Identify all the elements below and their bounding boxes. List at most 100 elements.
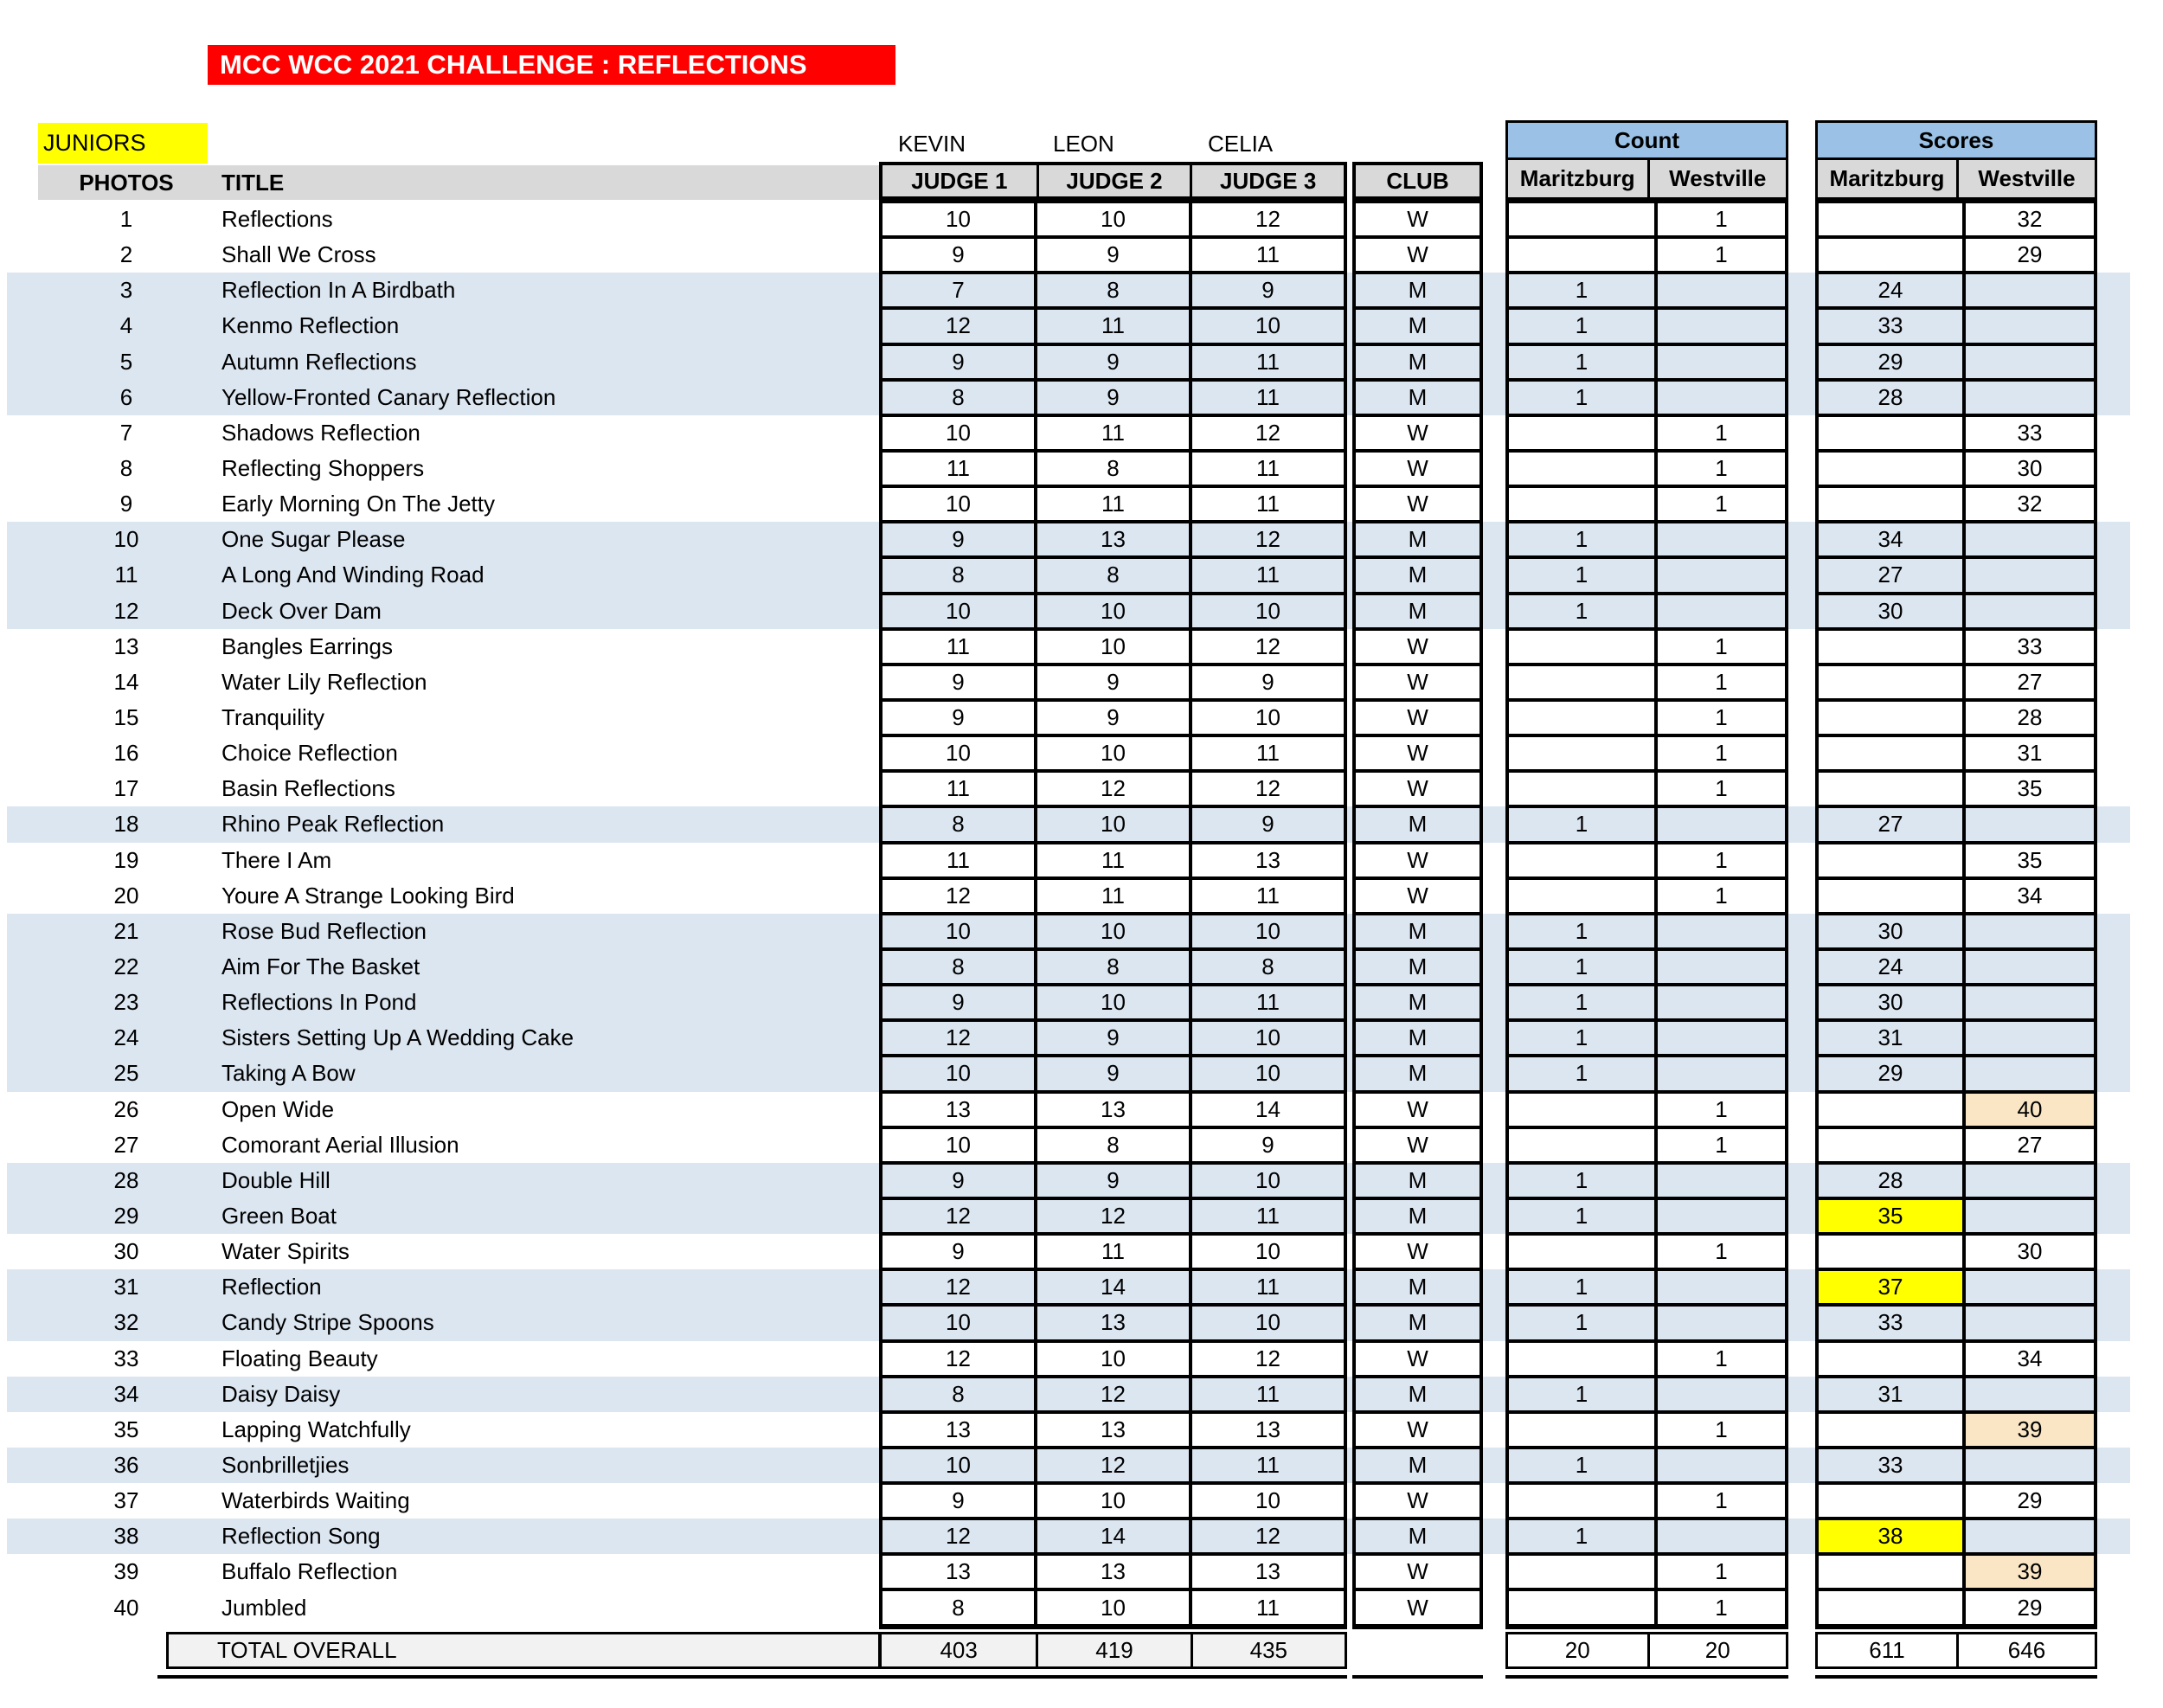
- judge2-score-cell[interactable]: 12: [1036, 1376, 1191, 1412]
- count-maritzburg-header[interactable]: Maritzburg: [1508, 160, 1647, 197]
- score-maritzburg-cell[interactable]: [1817, 877, 1964, 914]
- judge3-score-cell[interactable]: 11: [1191, 557, 1345, 594]
- photo-number-cell[interactable]: 14: [113, 668, 139, 695]
- score-maritzburg-cell[interactable]: [1817, 237, 1964, 273]
- photo-number-cell[interactable]: 3: [119, 277, 133, 304]
- club-column-header[interactable]: CLUB: [1352, 162, 1483, 200]
- judge2-score-cell[interactable]: 10: [1036, 202, 1191, 238]
- judge1-score-cell[interactable]: 12: [881, 1340, 1036, 1377]
- judge3-score-cell[interactable]: 13: [1191, 1411, 1345, 1448]
- club-cell[interactable]: M: [1354, 593, 1481, 629]
- photos-column-header[interactable]: PHOTOS: [79, 169, 174, 196]
- count-westville-cell[interactable]: 1: [1656, 414, 1787, 451]
- score-westville-cell[interactable]: 35: [1964, 771, 2096, 807]
- count-westville-cell[interactable]: 1: [1656, 1589, 1787, 1626]
- photo-title-cell[interactable]: Double Hill: [221, 1166, 331, 1193]
- judge2-score-cell[interactable]: 13: [1036, 1305, 1191, 1341]
- judge1-score-cell[interactable]: 9: [881, 522, 1036, 558]
- score-maritzburg-cell[interactable]: 28: [1817, 1162, 1964, 1198]
- count-maritzburg-cell[interactable]: [1507, 1234, 1656, 1270]
- club-cell[interactable]: W: [1354, 1554, 1481, 1590]
- photo-title-cell[interactable]: Deck Over Dam: [221, 597, 382, 624]
- count-westville-cell[interactable]: [1656, 1269, 1787, 1306]
- photo-title-cell[interactable]: Floating Beauty: [221, 1345, 378, 1371]
- count-westville-cell[interactable]: 1: [1656, 877, 1787, 914]
- count-westville-cell[interactable]: 1: [1656, 202, 1787, 238]
- count-westville-cell[interactable]: 1: [1656, 1554, 1787, 1590]
- count-westville-cell[interactable]: 1: [1656, 486, 1787, 523]
- score-westville-cell[interactable]: 33: [1964, 414, 2096, 451]
- score-westville-cell[interactable]: 35: [1964, 842, 2096, 878]
- judge1-score-cell[interactable]: 13: [881, 1411, 1036, 1448]
- judge2-score-cell[interactable]: 10: [1036, 628, 1191, 665]
- count-westville-cell[interactable]: 1: [1656, 699, 1787, 736]
- judge1-score-cell[interactable]: 10: [881, 593, 1036, 629]
- count-westville-cell[interactable]: 1: [1656, 1234, 1787, 1270]
- photo-number-cell[interactable]: 2: [119, 241, 133, 268]
- total-count-westville-cell[interactable]: 20: [1646, 1634, 1787, 1666]
- score-westville-cell[interactable]: 30: [1964, 450, 2096, 487]
- photo-number-cell[interactable]: 11: [114, 562, 138, 588]
- judge1-score-cell[interactable]: 9: [881, 1483, 1036, 1519]
- photo-number-cell[interactable]: 39: [113, 1558, 139, 1585]
- judge1-score-cell[interactable]: 7: [881, 273, 1036, 309]
- count-westville-cell[interactable]: [1656, 522, 1787, 558]
- judge1-score-cell[interactable]: 8: [881, 557, 1036, 594]
- photo-title-cell[interactable]: Reflection: [221, 1274, 322, 1300]
- photo-number-cell[interactable]: 6: [119, 383, 133, 410]
- total-score-maritzburg-cell[interactable]: 611: [1869, 1637, 1905, 1663]
- photo-title-cell[interactable]: Aim For The Basket: [221, 954, 420, 980]
- judge1-score-cell[interactable]: 10: [881, 414, 1036, 451]
- photo-title-cell[interactable]: Reflections: [221, 206, 333, 233]
- club-cell[interactable]: W: [1354, 699, 1481, 736]
- club-cell[interactable]: M: [1354, 522, 1481, 558]
- photo-number-cell[interactable]: 38: [113, 1523, 139, 1550]
- photo-title-cell[interactable]: Early Morning On The Jetty: [221, 491, 495, 517]
- score-westville-cell[interactable]: 28: [1964, 699, 2096, 736]
- judge3-score-cell[interactable]: 12: [1191, 522, 1345, 558]
- score-maritzburg-cell[interactable]: [1817, 1589, 1964, 1626]
- score-westville-cell[interactable]: [1964, 1162, 2096, 1198]
- photo-number-cell[interactable]: 40: [113, 1594, 139, 1621]
- club-cell[interactable]: M: [1354, 344, 1481, 380]
- photo-number-cell[interactable]: 32: [113, 1309, 139, 1336]
- photo-title-cell[interactable]: Youre A Strange Looking Bird: [221, 882, 515, 909]
- judge1-score-cell[interactable]: 12: [881, 1269, 1036, 1306]
- judge1-score-cell[interactable]: 10: [881, 486, 1036, 523]
- score-maritzburg-cell[interactable]: [1817, 735, 1964, 772]
- photo-number-cell[interactable]: 8: [119, 455, 133, 482]
- count-westville-cell[interactable]: [1656, 806, 1787, 843]
- judge2-score-cell[interactable]: 14: [1036, 1519, 1191, 1555]
- photo-title-cell[interactable]: Yellow-Fronted Canary Reflection: [221, 383, 556, 410]
- judge2-score-cell[interactable]: 8: [1036, 450, 1191, 487]
- photo-title-cell[interactable]: Reflections In Pond: [221, 989, 417, 1016]
- score-westville-cell[interactable]: 29: [1964, 1483, 2096, 1519]
- judge2-score-cell[interactable]: 8: [1036, 1127, 1191, 1163]
- club-cell[interactable]: M: [1354, 1305, 1481, 1341]
- score-westville-cell[interactable]: 34: [1964, 1340, 2096, 1377]
- count-maritzburg-cell[interactable]: 1: [1507, 1269, 1656, 1306]
- club-cell[interactable]: W: [1354, 771, 1481, 807]
- score-westville-cell[interactable]: [1964, 913, 2096, 949]
- count-westville-cell[interactable]: [1656, 1020, 1787, 1056]
- score-maritzburg-cell[interactable]: [1817, 414, 1964, 451]
- judge1-score-cell[interactable]: 10: [881, 1305, 1036, 1341]
- judge3-score-cell[interactable]: 10: [1191, 1020, 1345, 1056]
- score-maritzburg-cell[interactable]: 24: [1817, 948, 1964, 986]
- score-westville-cell[interactable]: [1964, 985, 2096, 1021]
- score-maritzburg-cell[interactable]: 24: [1817, 273, 1964, 309]
- photo-number-cell[interactable]: 16: [113, 740, 139, 767]
- judge1-score-cell[interactable]: 10: [881, 1056, 1036, 1092]
- count-westville-cell[interactable]: [1656, 985, 1787, 1021]
- count-westville-cell[interactable]: [1656, 1162, 1787, 1198]
- count-maritzburg-cell[interactable]: 1: [1507, 913, 1656, 949]
- photo-title-cell[interactable]: Water Spirits: [221, 1238, 350, 1265]
- photo-title-cell[interactable]: Reflecting Shoppers: [221, 455, 425, 482]
- score-maritzburg-cell[interactable]: 34: [1817, 522, 1964, 558]
- judge1-score-cell[interactable]: 12: [881, 1020, 1036, 1056]
- judge2-score-cell[interactable]: 10: [1036, 1483, 1191, 1519]
- count-maritzburg-cell[interactable]: [1507, 414, 1656, 451]
- photo-title-cell[interactable]: Rose Bud Reflection: [221, 917, 427, 944]
- score-maritzburg-cell[interactable]: 31: [1817, 1020, 1964, 1056]
- count-westville-cell[interactable]: 1: [1656, 1091, 1787, 1127]
